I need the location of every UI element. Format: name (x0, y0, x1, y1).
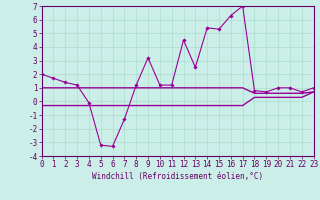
X-axis label: Windchill (Refroidissement éolien,°C): Windchill (Refroidissement éolien,°C) (92, 172, 263, 181)
